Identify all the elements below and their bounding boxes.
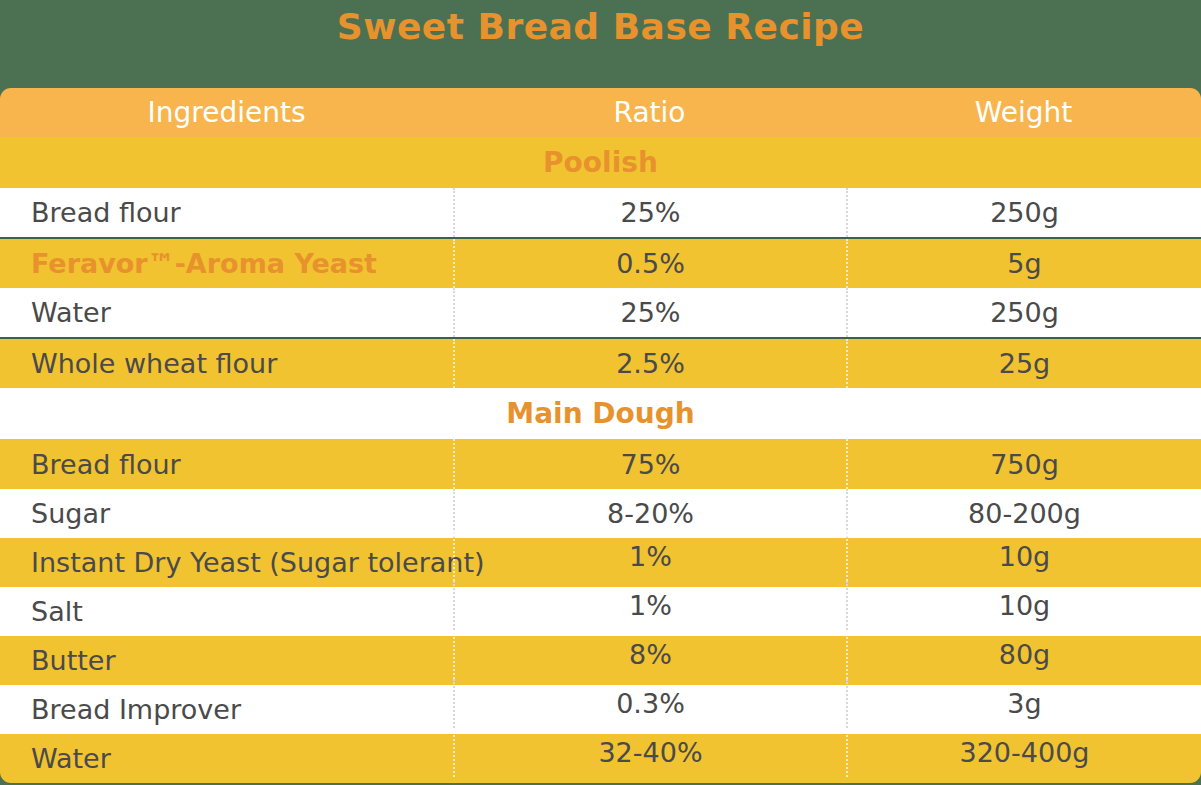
ratio-cell: 32-40% <box>453 728 846 777</box>
table-row-bread-improver: Bread Improver 0.3% 3g <box>0 685 1201 734</box>
ratio-cell: 0.3% <box>453 679 846 728</box>
section-title-main-dough: Main Dough <box>506 397 694 430</box>
ratio-cell: 75% <box>453 439 846 488</box>
ingredient-cell: Sugar <box>0 489 453 538</box>
section-title-poolish: Poolish <box>543 146 658 179</box>
recipe-table: Ingredients Ratio Weight Poolish Bread f… <box>0 88 1201 783</box>
table-row-bread-flour-main: Bread flour 75% 750g <box>0 439 1201 488</box>
ingredient-cell: Whole wheat flour <box>0 339 453 388</box>
page: { "title": "Sweet Bread Base Recipe", "c… <box>0 0 1201 785</box>
weight-cell: 750g <box>846 439 1201 488</box>
ingredient-cell: Bread flour <box>0 188 453 237</box>
ingredient-cell: Butter <box>0 636 453 685</box>
weight-cell: 5g <box>846 239 1201 288</box>
table-row-bread-flour-poolish: Bread flour 25% 250g <box>0 188 1201 239</box>
ratio-cell: 2.5% <box>453 339 846 388</box>
ingredient-cell-highlighted: Feravor™-Aroma Yeast <box>0 239 453 288</box>
weight-cell: 3g <box>846 679 1201 728</box>
weight-cell: 250g <box>846 288 1201 337</box>
ratio-cell: 25% <box>453 188 846 237</box>
page-title: Sweet Bread Base Recipe <box>0 4 1201 50</box>
ingredient-cell: Water <box>0 734 453 783</box>
ingredient-cell: Salt <box>0 587 453 636</box>
weight-cell: 320-400g <box>846 728 1201 777</box>
ratio-cell: 1% <box>453 532 846 581</box>
ratio-cell: 0.5% <box>453 239 846 288</box>
table-row-instant-dry-yeast: Instant Dry Yeast (Sugar tolerant) 1% 10… <box>0 538 1201 587</box>
ratio-cell: 1% <box>453 581 846 630</box>
table-row-butter: Butter 8% 80g <box>0 636 1201 685</box>
table-row-salt: Salt 1% 10g <box>0 587 1201 636</box>
weight-cell: 10g <box>846 581 1201 630</box>
column-header-ratio: Ratio <box>453 88 846 137</box>
ingredient-cell: Water <box>0 288 453 337</box>
column-header-weight: Weight <box>846 88 1201 137</box>
ratio-cell: 8% <box>453 630 846 679</box>
ingredient-cell: Instant Dry Yeast (Sugar tolerant) <box>0 538 453 587</box>
weight-cell: 10g <box>846 532 1201 581</box>
section-row-poolish: Poolish <box>0 137 1201 188</box>
ratio-cell: 25% <box>453 288 846 337</box>
section-row-main-dough: Main Dough <box>0 388 1201 439</box>
weight-cell: 25g <box>846 339 1201 388</box>
table-row-water-main: Water 32-40% 320-400g <box>0 734 1201 783</box>
ingredient-cell: Bread flour <box>0 439 453 488</box>
weight-cell: 250g <box>846 188 1201 237</box>
table-row-sugar: Sugar 8-20% 80-200g <box>0 489 1201 538</box>
table-row-water-poolish: Water 25% 250g <box>0 288 1201 339</box>
table-header-row: Ingredients Ratio Weight <box>0 88 1201 137</box>
table-row-feravor-aroma-yeast: Feravor™-Aroma Yeast 0.5% 5g <box>0 239 1201 288</box>
weight-cell: 80g <box>846 630 1201 679</box>
ratio-cell: 8-20% <box>453 489 846 538</box>
table-row-whole-wheat-flour: Whole wheat flour 2.5% 25g <box>0 339 1201 388</box>
ingredient-cell: Bread Improver <box>0 685 453 734</box>
weight-cell: 80-200g <box>846 489 1201 538</box>
column-header-ingredients: Ingredients <box>0 88 453 137</box>
